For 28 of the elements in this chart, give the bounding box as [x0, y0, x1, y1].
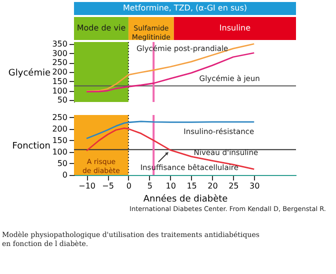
y-tick-label: 150 — [52, 76, 68, 86]
x-tick-label: −10 — [78, 182, 96, 190]
y-tick-label: 350 — [52, 39, 68, 48]
y-axis-title: Fonction — [12, 142, 50, 152]
y-tick-label: 100 — [52, 86, 68, 96]
x-tick-label: 5 — [147, 182, 152, 190]
y-axis-title: Glycémie — [8, 68, 51, 78]
text: Metformine, TZD, (α-GI en sus) — [123, 4, 247, 12]
x-axis-title: Années de diabète — [143, 194, 228, 204]
y-tick-label: 100 — [52, 147, 68, 156]
x-tick-label: 10 — [166, 182, 176, 190]
y-tick-label: 300 — [52, 48, 68, 58]
x-tick-label: 0 — [126, 182, 132, 190]
y-tick-label: 250 — [52, 58, 68, 68]
y-tick-label: 0 — [62, 170, 68, 180]
band-label: Mode de vie — [76, 24, 126, 32]
y-tick-label: 150 — [52, 136, 68, 145]
y-tick-label: 200 — [52, 124, 68, 134]
x-tick-label: 20 — [208, 182, 218, 190]
y-tick-label: 50 — [57, 158, 68, 168]
y-tick-label: 250 — [52, 112, 68, 122]
x-tick-label: 30 — [250, 182, 260, 190]
y-tick-label: 50 — [57, 96, 68, 105]
y-tick-label: 200 — [52, 68, 68, 76]
x-tick-label: 15 — [186, 182, 197, 190]
text: Insuline — [219, 24, 251, 32]
x-tick-label: 25 — [228, 182, 239, 190]
x-tick-label: −5 — [102, 182, 114, 190]
